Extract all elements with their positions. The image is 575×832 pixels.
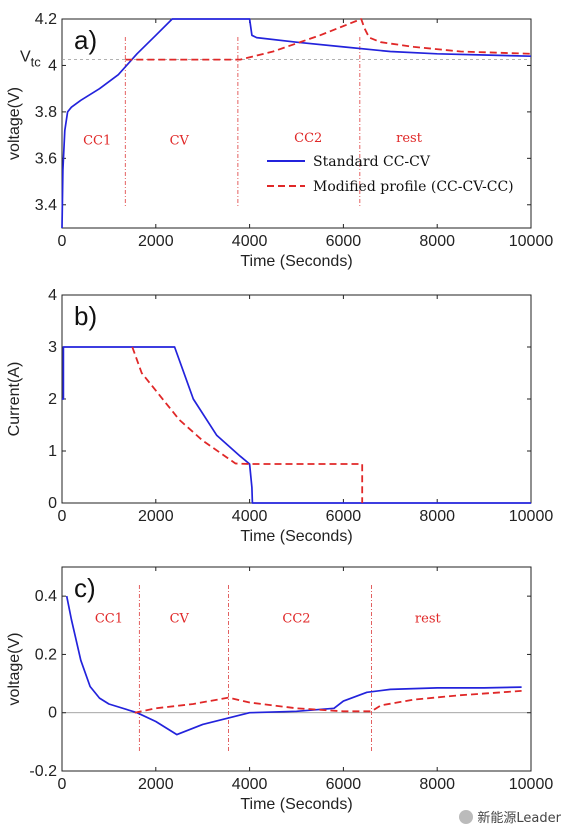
series-line-standard xyxy=(61,18,532,229)
x-tick-label: 4000 xyxy=(232,508,268,525)
y-tick-label: 0 xyxy=(48,495,57,512)
series-line-modified xyxy=(134,690,522,714)
y-axis-label: voltage(V) xyxy=(6,87,23,160)
x-tick-label: 4000 xyxy=(232,233,268,250)
phase-label: rest xyxy=(396,131,423,146)
legend-entry: Standard CC-CV xyxy=(313,154,431,170)
panel-label: c) xyxy=(74,573,96,603)
y-tick-label: 2 xyxy=(48,391,57,408)
x-tick-label: 8000 xyxy=(419,508,455,525)
series-line-modified xyxy=(125,18,532,61)
x-tick-label: 10000 xyxy=(509,776,554,793)
plot-frame xyxy=(61,18,532,229)
x-tick-label: 6000 xyxy=(326,508,362,525)
y-tick-label: -0.2 xyxy=(29,763,57,780)
phase-label: CC2 xyxy=(282,611,310,626)
x-axis-label: Time (Seconds) xyxy=(240,528,352,545)
phase-label: CV xyxy=(170,133,190,148)
x-tick-label: 4000 xyxy=(232,776,268,793)
y-tick-label: 4 xyxy=(48,287,57,304)
y-axis-label: Current(A) xyxy=(6,362,23,437)
series-line-modified xyxy=(131,346,364,503)
y-tick-label: 3.4 xyxy=(35,197,57,214)
panel-label: b) xyxy=(74,301,97,331)
x-tick-label: 2000 xyxy=(138,508,174,525)
panel-label: a) xyxy=(74,25,97,55)
phase-label: CC1 xyxy=(83,133,111,148)
y-tick-label: 1 xyxy=(48,443,57,460)
x-tick-label: 0 xyxy=(58,233,67,250)
y-tick-label: 0.2 xyxy=(35,646,57,663)
x-tick-label: 6000 xyxy=(326,776,362,793)
wechat-icon xyxy=(459,809,474,824)
y-tick-label: 3 xyxy=(48,339,57,356)
y-tick-label: 4.2 xyxy=(35,11,57,28)
y-tick-label: 4 xyxy=(48,57,57,74)
y-tick-label: 0.4 xyxy=(35,588,57,605)
legend: Standard CC-CV Modified profile (CC-CV-CC… xyxy=(267,154,514,195)
phase-label: CV xyxy=(170,611,190,626)
y-tick-label: 3.8 xyxy=(35,104,57,121)
phase-label: rest xyxy=(415,611,442,626)
vtc-label: Vtc xyxy=(20,49,41,70)
panel-1: 0 2000 4000 6000 8000 10000 3.4 3.6 3.8 4 4.2 Time … xyxy=(6,11,553,270)
x-tick-label: 2000 xyxy=(138,776,174,793)
series-line-standard xyxy=(65,595,522,736)
phase-label: CC2 xyxy=(294,131,322,146)
x-axis-label: Time (Seconds) xyxy=(240,796,352,813)
y-tick-label: 0 xyxy=(48,705,57,722)
plot-frame xyxy=(61,294,532,504)
y-axis-label: voltage(V) xyxy=(6,633,23,706)
y-tick-label: 3.6 xyxy=(35,150,57,167)
x-tick-label: 8000 xyxy=(419,233,455,250)
legend-entry: Modified profile (CC-CV-CC) xyxy=(313,179,514,195)
series-line-standard xyxy=(62,346,531,504)
x-tick-label: 10000 xyxy=(509,233,554,250)
x-tick-label: 6000 xyxy=(326,233,362,250)
x-tick-label: 0 xyxy=(58,776,67,793)
watermark: 新能源Leader xyxy=(459,807,561,826)
x-tick-label: 0 xyxy=(58,508,67,525)
x-tick-label: 2000 xyxy=(138,233,174,250)
plot-frame xyxy=(61,566,532,772)
x-tick-label: 8000 xyxy=(419,776,455,793)
phase-label: CC1 xyxy=(95,611,123,626)
x-axis-label: Time (Seconds) xyxy=(240,253,352,270)
panel-2: 0 2000 4000 6000 8000 10000 0 1 2 3 4 Time (Seconds… xyxy=(6,287,553,545)
watermark-text: 新能源Leader xyxy=(477,811,561,826)
x-tick-label: 10000 xyxy=(509,508,554,525)
